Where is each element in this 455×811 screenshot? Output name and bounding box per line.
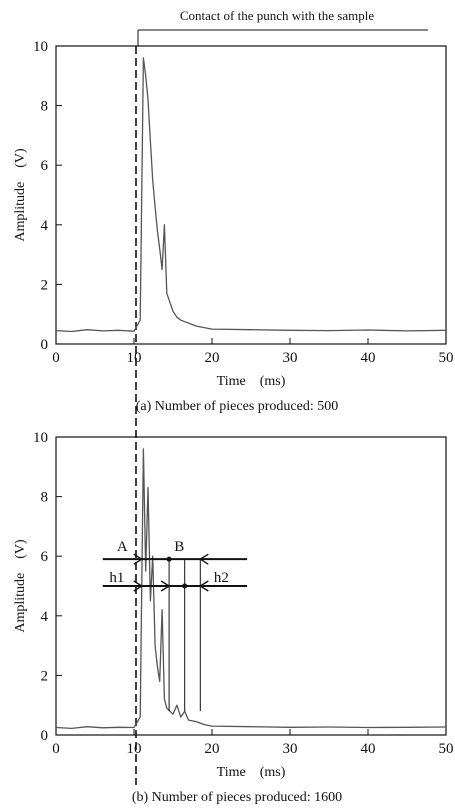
x-tick-label: 30: [283, 350, 298, 366]
label-h2: h2: [214, 570, 229, 586]
x-axis-label-b: Time (ms): [217, 765, 286, 780]
y-tick-label: 4: [41, 218, 49, 234]
x-tick-label: 20: [205, 350, 220, 366]
series-b: [55, 448, 447, 730]
label-a: A: [117, 539, 128, 555]
arrow-b-right: [198, 553, 209, 565]
y-tick-label: 8: [41, 99, 49, 115]
y-axis-label-a: Amplitude (V): [13, 148, 28, 242]
caption-a: (a) Number of pieces produced: 500: [136, 399, 339, 414]
y-tick-label: 6: [41, 549, 49, 565]
annotations-b: A Bh1 h2: [102, 539, 248, 712]
x-tick-label: 0: [52, 350, 60, 366]
caption-b: (b) Number of pieces produced: 1600: [132, 790, 342, 805]
contact-label: Contact of the punch with the sample: [180, 8, 374, 23]
x-tick-label: 50: [439, 741, 454, 757]
x-axis-label-a: Time (ms): [217, 374, 286, 389]
label-b: B: [174, 539, 184, 555]
axis-ticks-b: 0 10 20 30 40 50 0 2 4 6 8 10: [33, 430, 454, 757]
series-line: [55, 57, 447, 333]
plot-frame-b: [55, 436, 447, 736]
y-tick-label: 10: [33, 39, 48, 55]
x-tick-label: 40: [361, 350, 376, 366]
arrow-h1: [133, 580, 144, 592]
y-tick-label: 2: [41, 277, 49, 293]
x-tick-label: 10: [127, 741, 142, 757]
x-tick-label: 0: [52, 741, 60, 757]
chart-panel-b: 0 10 20 30 40 50 0 2 4 6 8 10 A Bh1 h2 Time (ms) Ampl…: [13, 430, 454, 805]
arrow-h2-right: [198, 580, 209, 592]
y-tick-label: 8: [41, 490, 49, 506]
arrow-a: [133, 553, 144, 565]
y-tick-label: 0: [41, 728, 49, 744]
x-tick-label: 20: [205, 741, 220, 757]
axis-ticks-a: 0 10 20 30 40 50 0 2 4 6 8 10: [33, 39, 454, 366]
series-a: [55, 57, 447, 333]
y-tick-label: 10: [33, 430, 48, 446]
x-tick-label: 30: [283, 741, 298, 757]
marker-dot-b: [166, 556, 172, 562]
y-tick-label: 2: [41, 668, 49, 684]
marker-dot-h2: [182, 583, 188, 589]
chart-panel-a: 0 10 20 30 40 50 0 2 4 6 8 10 Time (ms) Amplitude (…: [13, 39, 454, 414]
arrow-h1-end: [160, 580, 171, 592]
label-h1: h1: [109, 570, 124, 586]
x-tick-label: 40: [361, 741, 376, 757]
y-axis-label-b: Amplitude (V): [13, 539, 28, 633]
x-tick-label: 10: [127, 350, 142, 366]
series-line: [55, 448, 447, 730]
y-tick-label: 4: [41, 609, 49, 625]
x-tick-label: 50: [439, 350, 454, 366]
plot-frame-a: [55, 45, 447, 345]
y-tick-label: 0: [41, 337, 49, 353]
y-tick-label: 6: [41, 158, 49, 174]
